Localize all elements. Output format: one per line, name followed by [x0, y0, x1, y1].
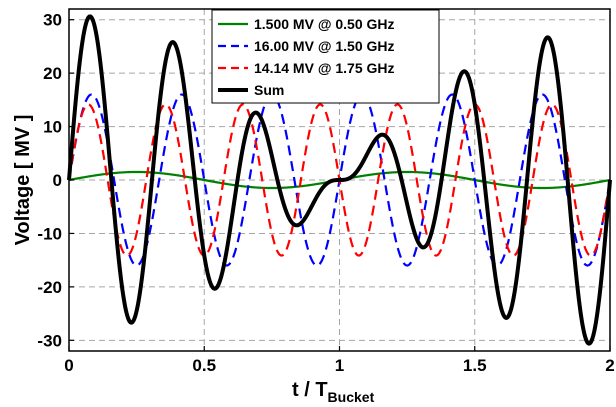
legend-label: Sum: [254, 82, 284, 98]
x-tick-label: 0: [64, 356, 73, 375]
y-tick-label: 10: [43, 118, 62, 137]
x-tick-label: 2: [605, 356, 614, 375]
y-tick-label: -30: [37, 331, 62, 350]
y-axis-title: Voltage [ MV ]: [12, 115, 34, 246]
legend-label: 1.500 MV @ 0.50 GHz: [254, 16, 395, 32]
x-tick-label: 1: [335, 356, 344, 375]
y-tick-label: -10: [37, 224, 62, 243]
x-axis-title-main: t / T: [292, 379, 328, 401]
legend-label: 14.14 MV @ 1.75 GHz: [254, 60, 395, 76]
y-tick-label: 20: [43, 64, 62, 83]
y-tick-label: 0: [53, 171, 62, 190]
x-axis-title-subscript: Bucket: [328, 389, 375, 405]
legend-label: 16.00 MV @ 1.50 GHz: [254, 38, 395, 54]
x-tick-label: 1.5: [463, 356, 487, 375]
x-tick-label: 0.5: [192, 356, 216, 375]
y-tick-label: 30: [43, 11, 62, 30]
legend: 1.500 MV @ 0.50 GHz 16.00 MV @ 1.50 GHz 14…: [212, 10, 439, 103]
x-axis-title: t / TBucket: [292, 379, 375, 405]
y-tick-label: -20: [37, 278, 62, 297]
